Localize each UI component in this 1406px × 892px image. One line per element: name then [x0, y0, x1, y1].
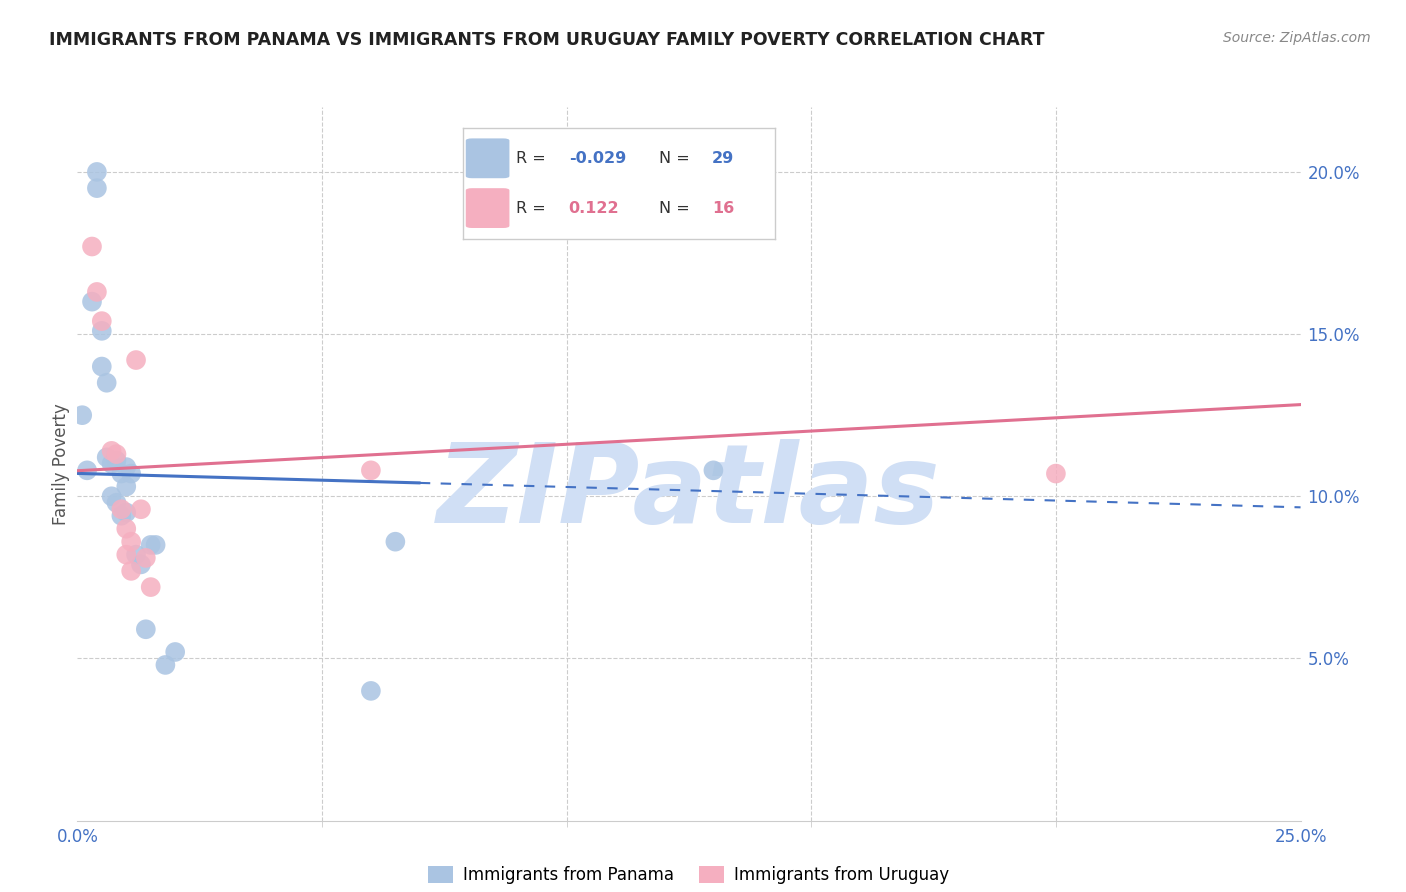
- Text: Source: ZipAtlas.com: Source: ZipAtlas.com: [1223, 31, 1371, 45]
- Point: [110, 508, 132, 523]
- Point: [76, 463, 98, 477]
- Point: [90, 359, 112, 374]
- Point: [360, 463, 382, 477]
- Point: [360, 684, 382, 698]
- Point: [120, 564, 142, 578]
- Point: [115, 548, 138, 562]
- Point: [115, 506, 138, 520]
- Point: [100, 457, 122, 471]
- Point: [115, 522, 138, 536]
- Point: [110, 467, 132, 481]
- Point: [105, 453, 128, 467]
- Point: [139, 538, 162, 552]
- Point: [1045, 467, 1067, 481]
- Point: [86, 181, 108, 195]
- Point: [165, 645, 187, 659]
- Point: [139, 580, 162, 594]
- Point: [702, 463, 724, 477]
- Point: [115, 460, 138, 475]
- Point: [125, 548, 148, 562]
- Point: [90, 324, 112, 338]
- Point: [135, 550, 157, 565]
- Y-axis label: Family Poverty: Family Poverty: [52, 403, 70, 524]
- Point: [110, 502, 132, 516]
- Point: [384, 534, 406, 549]
- Point: [120, 534, 142, 549]
- Point: [129, 502, 152, 516]
- Point: [105, 496, 128, 510]
- Point: [86, 165, 108, 179]
- Point: [100, 489, 122, 503]
- Point: [105, 447, 128, 461]
- Point: [86, 285, 108, 299]
- Text: IMMIGRANTS FROM PANAMA VS IMMIGRANTS FROM URUGUAY FAMILY POVERTY CORRELATION CHA: IMMIGRANTS FROM PANAMA VS IMMIGRANTS FRO…: [49, 31, 1045, 49]
- Point: [125, 353, 148, 368]
- Point: [155, 657, 177, 672]
- Point: [96, 376, 118, 390]
- Point: [115, 479, 138, 493]
- Point: [129, 558, 152, 572]
- Point: [100, 443, 122, 458]
- Point: [70, 408, 93, 422]
- Point: [96, 450, 118, 465]
- Point: [120, 467, 142, 481]
- Legend: Immigrants from Panama, Immigrants from Uruguay: Immigrants from Panama, Immigrants from …: [422, 859, 956, 891]
- Point: [80, 239, 103, 253]
- Point: [145, 538, 167, 552]
- Point: [135, 622, 157, 636]
- Point: [80, 294, 103, 309]
- Text: ZIPatlas: ZIPatlas: [437, 439, 941, 546]
- Point: [90, 314, 112, 328]
